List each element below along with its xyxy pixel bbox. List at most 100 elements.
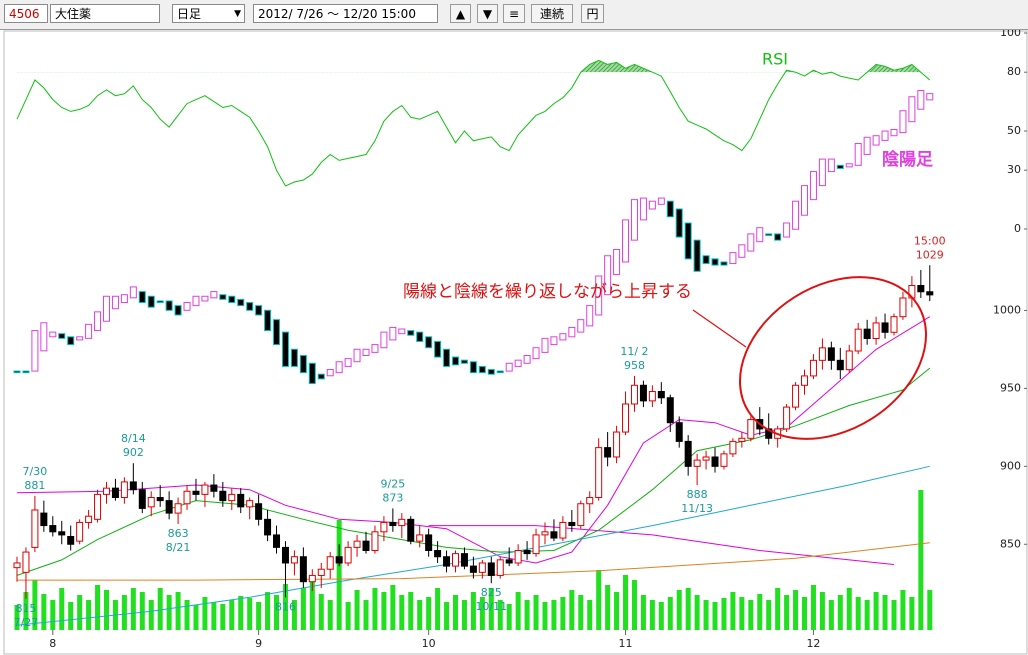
candle-body: [156, 497, 164, 502]
candle-body: [496, 559, 504, 576]
volume-bar: [238, 596, 244, 630]
candle-body: [120, 481, 128, 499]
volume-bar: [139, 592, 145, 630]
volume-bar: [676, 590, 682, 630]
volume-bar: [193, 605, 199, 630]
x-tick-label: 9: [255, 637, 262, 650]
heikin-ashi-body: [604, 255, 612, 296]
candle-body: [595, 447, 603, 499]
heikin-ashi-body: [201, 295, 209, 302]
heikin-ashi-body: [174, 305, 182, 316]
heikin-ashi-body: [836, 164, 844, 169]
volume-bar: [623, 575, 629, 630]
annotation-date: 8/14: [121, 432, 146, 445]
volume-bar: [649, 600, 655, 630]
down-button[interactable]: ▼: [477, 4, 498, 23]
heikin-ashi-body: [460, 359, 468, 364]
volume-bar: [86, 600, 92, 630]
candle-body: [317, 568, 325, 576]
volume-bar: [533, 595, 539, 630]
heikin-ashi-body: [156, 300, 164, 304]
candle-body: [389, 521, 397, 527]
menu-button[interactable]: ≡: [503, 4, 525, 23]
volume-bar: [229, 600, 235, 630]
candle-body: [586, 497, 594, 505]
volume-bar: [95, 585, 101, 630]
candle-body: [174, 503, 182, 514]
heikin-ashi-body: [94, 311, 102, 332]
moving-average-line: [16, 465, 930, 626]
heikin-ashi-body: [568, 326, 576, 338]
heikin-ashi-body: [111, 295, 119, 310]
candle-body: [299, 556, 307, 583]
volume-bar: [640, 595, 646, 630]
x-tick-label: 12: [806, 637, 820, 650]
volume-bar: [345, 602, 351, 630]
annotation-value: 1029: [916, 248, 944, 261]
heikin-ashi-body: [792, 200, 800, 230]
volume-bar: [363, 600, 369, 630]
up-button[interactable]: ▲: [450, 4, 471, 23]
candle-body: [407, 518, 415, 542]
candle-body: [622, 403, 630, 433]
candle-body: [94, 493, 102, 520]
candle-body: [273, 534, 281, 548]
candle-body: [371, 531, 379, 552]
period-select[interactable]: 日足 ▼: [172, 4, 245, 23]
heikin-ashi-body: [425, 336, 433, 349]
candle-body: [353, 540, 361, 548]
volume-bar: [614, 592, 620, 630]
heikin-ashi-body: [711, 258, 719, 266]
candle-body: [783, 406, 791, 430]
date-range[interactable]: 2012/ 7/26 〜 12/20 15:00: [253, 4, 438, 23]
volume-bar: [578, 595, 584, 630]
yen-button[interactable]: 円: [581, 4, 604, 23]
volume-bar: [703, 600, 709, 630]
candle-body: [881, 322, 889, 333]
candle-body: [362, 540, 370, 552]
heikin-ashi-body: [281, 331, 289, 367]
heikin-ashi-body: [362, 348, 370, 357]
volume-bar: [130, 588, 136, 630]
candle-body: [729, 440, 737, 455]
candle-body: [210, 484, 218, 492]
candle-body: [22, 551, 30, 573]
volume-bar: [41, 594, 47, 630]
heikin-ashi-body: [729, 252, 737, 265]
heikin-ashi-body: [76, 336, 84, 341]
volume-bar: [587, 600, 593, 630]
moving-average-line: [428, 525, 895, 565]
volume-bar: [506, 604, 512, 630]
heikin-ashi-body: [514, 359, 522, 367]
volume-bar: [354, 590, 360, 630]
volume-bar: [59, 588, 65, 630]
annotation-date: 11/13: [681, 502, 713, 515]
heikin-ashi-body: [478, 365, 486, 374]
candle-body: [40, 512, 48, 527]
volume-bar: [444, 602, 450, 630]
note-pointer: [692, 309, 747, 348]
heikin-ashi-body: [335, 361, 343, 374]
heikin-ashi-body: [845, 163, 853, 168]
heikin-ashi-body: [622, 219, 630, 263]
heikin-ashi-body: [469, 361, 477, 374]
annotation-value: 873: [382, 491, 403, 504]
heikin-ashi-body: [58, 333, 66, 339]
candle-body: [899, 297, 907, 318]
candle-body: [49, 525, 57, 533]
volume-bar: [828, 600, 834, 630]
candle-body: [102, 487, 110, 495]
candle-body: [129, 481, 137, 491]
volume-bar: [309, 580, 315, 630]
candle-body: [702, 456, 710, 461]
heikin-ashi-body: [416, 331, 424, 342]
heikin-ashi-body: [299, 355, 307, 374]
heikin-ashi-body: [434, 340, 442, 358]
volume-bar: [882, 595, 888, 630]
annotation-note: 陽線と陰線を繰り返しながら上昇する: [403, 282, 692, 302]
continuous-button[interactable]: 連続: [531, 4, 573, 23]
candle-body: [246, 500, 254, 508]
heikin-ashi-body: [210, 291, 218, 299]
heikin-ashi-body: [129, 286, 137, 299]
heikin-ashi-body: [613, 249, 621, 275]
